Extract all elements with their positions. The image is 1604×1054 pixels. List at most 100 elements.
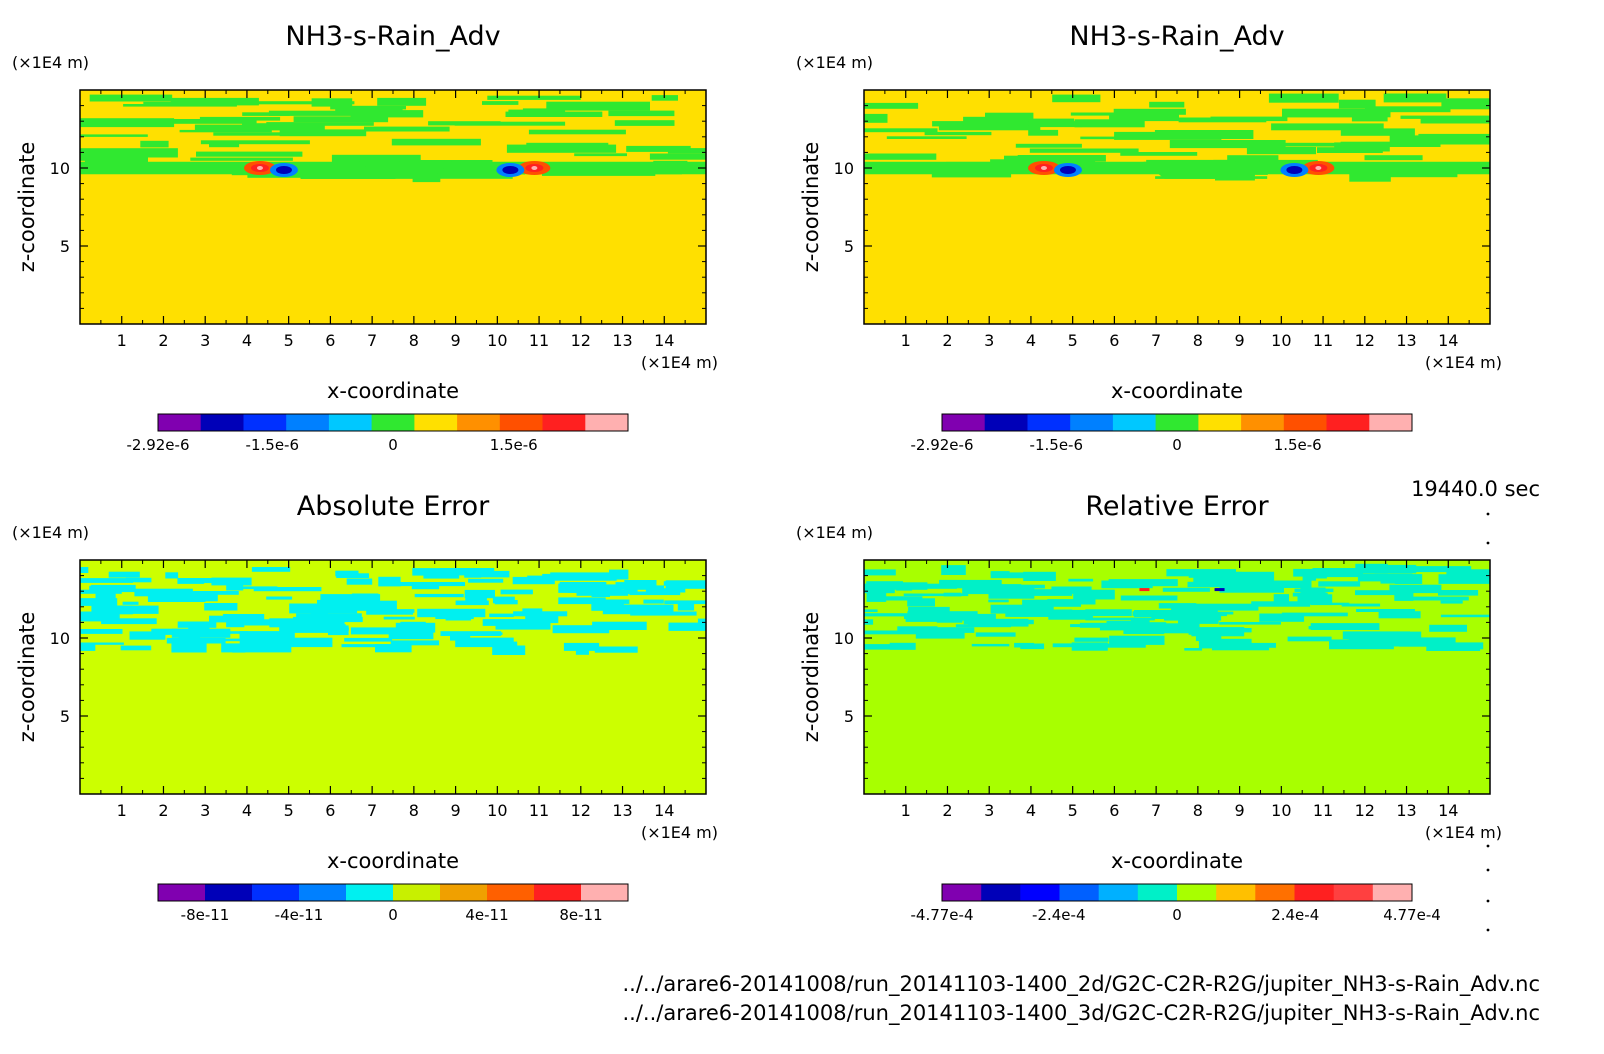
- heatmap-cell: [1085, 617, 1155, 621]
- heatmap-cell: [151, 628, 199, 635]
- y-tick-label: 10: [50, 629, 70, 648]
- x-tick-label: 4: [1026, 331, 1036, 350]
- heatmap-cell: [864, 609, 878, 613]
- colorbar-swatch: [1255, 884, 1295, 901]
- heatmap-cell: [936, 619, 963, 623]
- heatmap-cell: [1230, 571, 1275, 582]
- heatmap-cell: [1015, 143, 1082, 148]
- heatmap-cell: [1120, 595, 1178, 601]
- heatmap-cell: [336, 573, 369, 578]
- colorbar-swatch: [581, 884, 629, 901]
- colorbar-swatch: [1294, 884, 1335, 901]
- heatmap-cell: [886, 136, 967, 139]
- heatmap-cell: [450, 635, 471, 641]
- heatmap-cell: [697, 618, 706, 628]
- heatmap-cell: [1297, 594, 1333, 604]
- colorbar-tick-label: -1.5e-6: [246, 436, 299, 454]
- heatmap-cell: [908, 606, 950, 614]
- feature-negative: [1214, 588, 1225, 592]
- heatmap-cell: [1338, 99, 1376, 109]
- heatmap-cell: [626, 145, 691, 152]
- feature-negative-core: [275, 166, 292, 174]
- heatmap-cell: [179, 129, 272, 133]
- x-unit-label: (×1E4 m): [641, 353, 718, 372]
- heatmap-cell: [417, 608, 486, 618]
- colorbar-swatch: [1333, 884, 1374, 901]
- heatmap-cell: [1294, 588, 1334, 593]
- margin-dot: [1486, 868, 1490, 872]
- heatmap-cell: [1198, 638, 1252, 649]
- heatmap-cell: [938, 125, 1041, 131]
- heatmap-cell: [179, 630, 201, 641]
- x-tick-label: 7: [367, 331, 377, 350]
- heatmap-cell: [92, 605, 133, 615]
- heatmap-cell: [1438, 574, 1490, 584]
- x-tick-label: 2: [942, 801, 952, 820]
- heatmap-cell: [242, 112, 290, 116]
- heatmap-cell: [120, 645, 152, 651]
- y-tick-label: 10: [834, 159, 854, 178]
- y-unit-label: (×1E4 m): [12, 523, 89, 542]
- heatmap-cell: [1308, 576, 1327, 579]
- heatmap-cell: [279, 624, 346, 633]
- x-tick-label: 5: [284, 801, 294, 820]
- heatmap-cell: [592, 621, 647, 630]
- colorbar-swatch: [1112, 414, 1157, 431]
- heatmap-cell: [359, 161, 452, 179]
- heatmap-cell: [864, 630, 926, 635]
- heatmap-cell: [915, 629, 965, 639]
- heatmap-cell: [1259, 613, 1305, 622]
- x-unit-label: (×1E4 m): [1425, 823, 1502, 842]
- x-tick-label: 1: [117, 801, 127, 820]
- heatmap-cell: [978, 584, 1045, 589]
- heatmap-cell: [1123, 624, 1165, 635]
- heatmap-cell: [904, 614, 944, 620]
- heatmap-cell: [924, 131, 992, 136]
- heatmap-cell: [586, 589, 638, 594]
- heatmap-cell: [962, 587, 1032, 595]
- heatmap-cell: [375, 644, 412, 653]
- heatmap-cell: [300, 171, 396, 179]
- colorbar-tick-label: 1.5e-6: [1274, 436, 1322, 454]
- x-tick-label: 7: [1151, 801, 1161, 820]
- chart-panel-4: Relative Error(×1E4 m)1 2 3 4 5 6 7 8 9 10 11 12 13 1…: [796, 491, 1502, 924]
- heatmap-cell: [576, 593, 629, 596]
- heatmap-cell: [1068, 578, 1094, 582]
- heatmap-cell: [500, 589, 533, 595]
- heatmap-cell: [90, 584, 136, 593]
- heatmap-cell: [1273, 594, 1289, 602]
- y-tick-label: 5: [844, 707, 854, 726]
- heatmap-cell: [663, 581, 706, 586]
- heatmap-cell: [1029, 148, 1139, 153]
- heatmap-cell: [390, 640, 440, 646]
- colorbar-tick-label: 4.77e-4: [1383, 906, 1441, 924]
- heatmap-cell: [465, 590, 487, 601]
- feature-positive: [1139, 588, 1150, 592]
- heatmap-cell: [269, 637, 333, 648]
- heatmap-cell: [664, 600, 706, 605]
- heatmap-cell: [975, 632, 1016, 637]
- heatmap-cell: [89, 94, 173, 102]
- heatmap-cell: [171, 642, 207, 653]
- chart-title: Relative Error: [1085, 491, 1269, 522]
- colorbar-swatch: [1027, 414, 1071, 431]
- heatmap-cell: [350, 110, 424, 118]
- x-tick-label: 12: [571, 331, 591, 350]
- heatmap-cell: [1355, 590, 1409, 596]
- heatmap-cell: [487, 95, 581, 100]
- heatmap-cell: [204, 603, 238, 611]
- colorbar-swatch: [1283, 414, 1327, 431]
- heatmap-cell: [1281, 612, 1348, 617]
- colorbar-tick-label: -4e-11: [275, 906, 324, 924]
- heatmap-cell: [1310, 623, 1380, 630]
- heatmap-cell: [1370, 173, 1458, 178]
- colorbar-swatch: [942, 884, 982, 901]
- heatmap-cell: [1429, 624, 1467, 632]
- heatmap-cell: [1292, 592, 1328, 597]
- heatmap-cell: [321, 603, 377, 608]
- heatmap-cell: [624, 580, 657, 590]
- heatmap-cell: [1052, 94, 1101, 103]
- colorbar-swatch: [205, 884, 253, 901]
- heatmap-cell: [1070, 112, 1132, 116]
- heatmap-cell: [932, 627, 975, 633]
